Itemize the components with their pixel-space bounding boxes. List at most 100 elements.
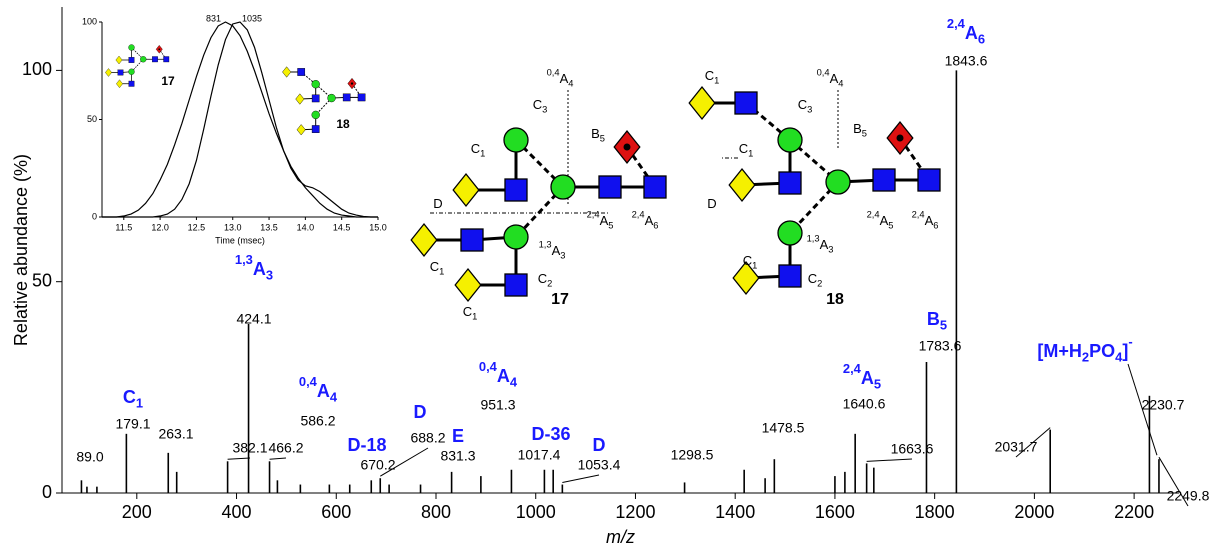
glycan-diamond xyxy=(452,172,480,208)
glycan-square xyxy=(598,175,622,199)
inset-y-tick-label: 50 xyxy=(87,114,97,124)
glycan-square xyxy=(778,171,802,195)
value-label: 424.1 xyxy=(236,311,271,327)
glycan-dot xyxy=(896,134,904,142)
glycan-square xyxy=(357,93,366,102)
glycan-circle xyxy=(503,224,529,250)
text-part: A xyxy=(880,213,889,228)
text-part: 3 xyxy=(542,105,547,115)
cleavage-label: 2,4A6 xyxy=(912,210,939,231)
text-part: D-36 xyxy=(531,424,570,444)
glycan-circle xyxy=(777,220,803,246)
text-part: 4 xyxy=(330,390,338,405)
glycan-circle xyxy=(777,127,803,153)
text-part: 3 xyxy=(266,268,273,283)
inset-x-tick-label: 11.5 xyxy=(115,222,132,232)
series-label: 831 xyxy=(206,13,221,23)
cleavage-label: 0,4A4 xyxy=(817,68,844,89)
glycan-diamond xyxy=(732,260,760,296)
cleavage-label: B5 xyxy=(853,121,867,139)
glycan-diamond xyxy=(116,79,123,89)
text-part: 5 xyxy=(940,318,947,333)
text-part: 5 xyxy=(874,377,881,392)
cleavage-label: C1 xyxy=(463,304,478,322)
text-part: 4 xyxy=(1115,350,1123,365)
text-part: 0,4 xyxy=(817,68,830,78)
cleavage-label: 0,4A4 xyxy=(547,68,574,89)
cleavage-label: C1 xyxy=(430,259,445,277)
fragment-label: B5 xyxy=(927,309,947,333)
glycan-square xyxy=(152,56,158,63)
text-part: 1 xyxy=(136,396,143,411)
text-part: PO xyxy=(1089,341,1115,361)
value-label: 179.1 xyxy=(115,416,150,432)
text-part: C xyxy=(430,259,439,274)
y-tick-label: 100 xyxy=(22,59,52,79)
cleavage-label: C3 xyxy=(798,97,813,115)
text-part: 2,4 xyxy=(843,361,862,376)
glycan-diamond xyxy=(688,85,716,121)
text-part: 2 xyxy=(547,279,552,289)
glycan-square xyxy=(504,273,528,297)
leader-line xyxy=(379,447,429,477)
cleavage-label: C2 xyxy=(808,271,823,289)
x-tick-label: 1000 xyxy=(516,502,556,522)
text-part: 3 xyxy=(807,105,812,115)
value-label: 1843.6 xyxy=(945,53,988,69)
text-part: 2,4 xyxy=(632,210,645,220)
glycan-circle xyxy=(327,93,336,103)
cleavage-label: C3 xyxy=(533,97,548,115)
leader-line xyxy=(269,457,287,460)
text-part: C xyxy=(471,141,480,156)
cleavage-label: C1 xyxy=(471,141,486,159)
text-part: A xyxy=(965,23,978,43)
text-part: 1,3 xyxy=(539,240,552,250)
inset-x-tick-label: 14.5 xyxy=(333,222,351,232)
cleavage-label: 1,3A3 xyxy=(539,240,566,261)
cleavage-label: C1 xyxy=(705,68,720,86)
inset-structure-label: 17 xyxy=(161,74,175,88)
fragment-label: C1 xyxy=(123,387,143,411)
text-part: B xyxy=(927,309,940,329)
value-label: 1640.6 xyxy=(843,396,886,412)
value-label: 831.3 xyxy=(440,448,475,464)
inset-structure-label: 18 xyxy=(336,117,350,131)
text-part: D xyxy=(707,196,716,211)
leader-line xyxy=(866,458,913,462)
x-axis-label: m/z xyxy=(606,527,635,547)
text-part: 0,4 xyxy=(299,374,318,389)
x-tick-label: 1400 xyxy=(715,502,755,522)
glycan-square xyxy=(643,175,667,199)
text-part: B xyxy=(853,121,862,136)
inset-curve xyxy=(102,21,378,218)
fragment-label: E xyxy=(452,426,464,446)
inset-x-tick-label: 15.0 xyxy=(369,222,387,232)
text-part: 1,3 xyxy=(807,234,820,244)
value-label: 1017.4 xyxy=(518,447,561,463)
text-part: 2 xyxy=(817,279,822,289)
text-part: 5 xyxy=(608,221,613,231)
x-tick-label: 1200 xyxy=(615,502,655,522)
glycan-circle xyxy=(550,174,576,200)
text-part: 6 xyxy=(933,221,938,231)
leader-line xyxy=(562,474,600,484)
y-axis-label: Relative abundance (%) xyxy=(11,154,31,346)
text-part: 2,4 xyxy=(947,16,966,31)
text-part: A xyxy=(861,368,874,388)
glycan-square xyxy=(117,69,124,76)
fragment-label: 0,4A4 xyxy=(479,359,518,389)
glycan-circle xyxy=(311,80,320,89)
structure-label: 17 xyxy=(551,291,569,308)
glycan-square xyxy=(342,93,351,102)
fragment-label: 2,4A5 xyxy=(843,361,881,391)
text-part: 1,3 xyxy=(235,252,253,267)
text-part: 5 xyxy=(600,134,605,144)
text-part: C xyxy=(808,271,817,286)
text-part: C xyxy=(798,97,807,112)
glycan-dot xyxy=(350,82,354,85)
text-part: 5 xyxy=(862,129,867,139)
value-label: 2031.7 xyxy=(995,439,1038,455)
value-label: 1478.5 xyxy=(762,420,805,436)
